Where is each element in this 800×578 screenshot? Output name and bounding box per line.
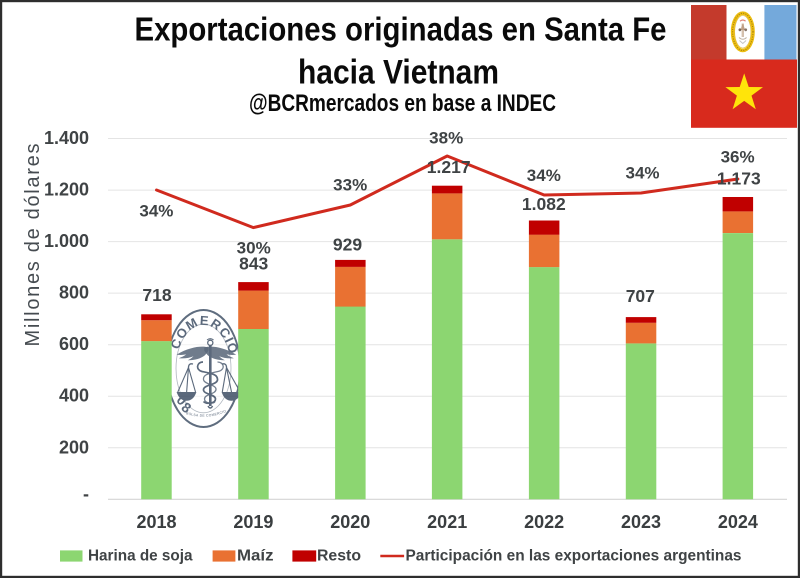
svg-text:929: 929 xyxy=(333,235,362,255)
svg-text:400: 400 xyxy=(59,386,89,406)
svg-text:34%: 34% xyxy=(625,164,659,183)
svg-text:hacia Vietnam: hacia Vietnam xyxy=(298,54,499,92)
svg-text:843: 843 xyxy=(239,254,268,274)
svg-text:1.400: 1.400 xyxy=(44,128,89,148)
svg-text:-: - xyxy=(83,484,89,504)
svg-text:30%: 30% xyxy=(237,239,271,258)
svg-text:Resto: Resto xyxy=(317,548,361,565)
svg-text:Millones de dólares: Millones de dólares xyxy=(22,144,44,347)
svg-text:Exportaciones originadas en Sa: Exportaciones originadas en Santa Fe xyxy=(135,11,667,48)
svg-text:2021: 2021 xyxy=(427,512,467,532)
svg-text:800: 800 xyxy=(59,283,89,303)
svg-text:Harina de soja: Harina de soja xyxy=(88,548,193,565)
svg-text:34%: 34% xyxy=(139,202,173,221)
svg-text:2019: 2019 xyxy=(233,512,273,532)
svg-text:36%: 36% xyxy=(721,148,755,167)
svg-text:707: 707 xyxy=(626,286,655,306)
svg-text:2018: 2018 xyxy=(136,512,176,532)
svg-text:2020: 2020 xyxy=(330,512,370,532)
svg-text:1.217: 1.217 xyxy=(427,157,471,177)
svg-text:1.000: 1.000 xyxy=(44,231,89,251)
svg-text:33%: 33% xyxy=(333,176,367,195)
svg-text:34%: 34% xyxy=(527,166,561,185)
svg-text:2023: 2023 xyxy=(621,512,661,532)
svg-text:Maíz: Maíz xyxy=(237,548,274,565)
svg-text:2024: 2024 xyxy=(718,512,758,532)
svg-text:@BCRmercados en base a INDEC: @BCRmercados en base a INDEC xyxy=(249,90,556,117)
svg-text:1.200: 1.200 xyxy=(44,180,89,200)
svg-text:718: 718 xyxy=(142,285,171,305)
svg-text:1.082: 1.082 xyxy=(522,194,566,214)
svg-text:200: 200 xyxy=(59,437,89,457)
svg-text:1.173: 1.173 xyxy=(717,168,761,188)
svg-text:Participación en las exportaci: Participación en las exportaciones argen… xyxy=(406,548,742,565)
svg-text:600: 600 xyxy=(59,334,89,354)
svg-text:2022: 2022 xyxy=(524,512,564,532)
svg-text:38%: 38% xyxy=(429,129,463,148)
